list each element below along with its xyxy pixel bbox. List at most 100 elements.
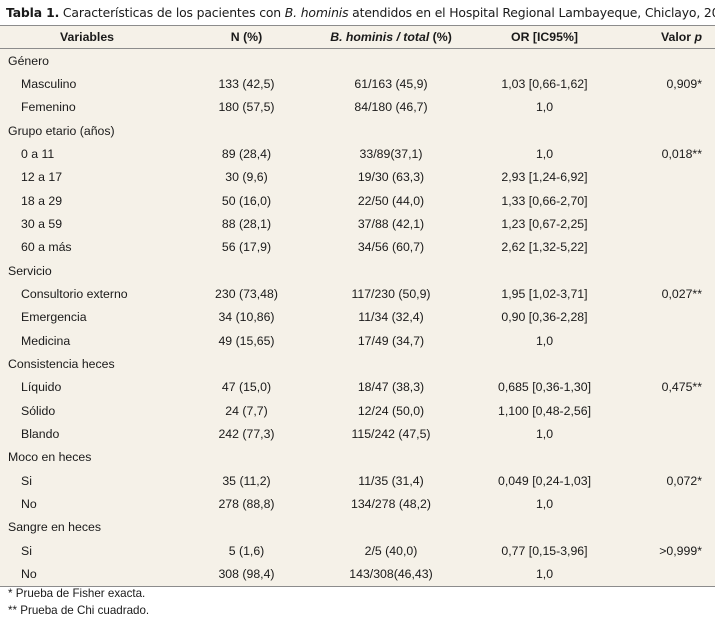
group-label: Grupo etario (años)	[8, 123, 115, 138]
table-row: Emergencia 34 (10,86) 11/34 (32,4) 0,90 [0,…	[0, 306, 715, 329]
cell-hominis-total: 2/5 (40,0)	[364, 543, 418, 558]
cell-p-value	[615, 189, 715, 212]
caption-label: Tabla 1.	[6, 5, 60, 20]
cell-p-value	[615, 399, 715, 422]
cell-n-percent: 30 (9,6)	[225, 170, 268, 185]
row-label: Sólido	[21, 403, 56, 418]
cell-or-ic95: 0,049 [0,24-1,03]	[498, 473, 591, 488]
cell-or-ic95: 2,62 [1,32-5,22]	[501, 240, 588, 255]
table-row: Si 5 (1,6) 2/5 (40,0) 0,77 [0,15-3,96] >0,99…	[0, 539, 715, 562]
patients-table: Variables N (%) B. hominis / total (%) O…	[0, 26, 715, 586]
cell-n-percent: 89 (28,4)	[221, 146, 272, 161]
row-label: Si	[21, 473, 32, 488]
cell-p-value	[615, 306, 715, 329]
table-header-row: Variables N (%) B. hominis / total (%) O…	[0, 26, 715, 49]
cell-n-percent: 35 (11,2)	[222, 473, 271, 488]
row-label: 30 a 59	[21, 216, 63, 231]
header-or-ic95: OR [IC95%]	[474, 26, 615, 49]
cell-n-percent: 308 (98,4)	[218, 566, 275, 581]
cell-or-ic95: 1,33 [0,66-2,70]	[501, 193, 588, 208]
patients-table-container: Variables N (%) B. hominis / total (%) O…	[0, 25, 715, 587]
table-row: Líquido 47 (15,0) 18/47 (38,3) 0,685 [0,36-…	[0, 376, 715, 399]
cell-n-percent: 133 (42,5)	[218, 76, 275, 91]
table-caption: Tabla 1. Características de los paciente…	[6, 3, 715, 23]
table-group-row: Consistencia heces	[0, 352, 715, 375]
group-label: Moco en heces	[8, 450, 92, 465]
table-row: Masculino 133 (42,5) 61/163 (45,9) 1,03 [0,…	[0, 72, 715, 95]
cell-or-ic95: 0,77 [0,15-3,96]	[501, 543, 588, 558]
cell-p-value: 0,909*	[666, 76, 702, 91]
cell-p-value	[615, 96, 715, 119]
cell-or-ic95: 1,0	[535, 496, 554, 511]
table-row: No 308 (98,4) 143/308(46,43) 1,0	[0, 562, 715, 585]
cell-n-percent: 230 (73,48)	[215, 286, 278, 301]
table-row: Sólido 24 (7,7) 12/24 (50,0) 1,100 [0,48-2,…	[0, 399, 715, 422]
cell-n-percent: 34 (10,86)	[218, 310, 275, 325]
footnote-chi: ** Prueba de Chi cuadrado.	[8, 604, 150, 617]
caption-species: B. hominis	[284, 5, 349, 20]
table-row: Consultorio externo 230 (73,48) 117/230 (5…	[0, 282, 715, 305]
row-label: Medicina	[21, 333, 71, 348]
row-label: Masculino	[21, 76, 77, 91]
row-label: 0 a 11	[21, 146, 55, 161]
cell-hominis-total: 61/163 (45,9)	[354, 76, 428, 91]
cell-p-value	[615, 422, 715, 445]
cell-hominis-total: 34/56 (60,7)	[357, 240, 425, 255]
table-row: Femenino 180 (57,5) 84/180 (46,7) 1,0	[0, 96, 715, 119]
header-p-italic: p	[694, 30, 702, 44]
table-group-row: Sangre en heces	[0, 516, 715, 539]
cell-p-value: 0,027**	[661, 286, 702, 301]
group-label: Servicio	[8, 263, 52, 278]
row-label: Femenino	[21, 100, 76, 115]
cell-p-value	[615, 562, 715, 585]
cell-hominis-total: 11/35 (31,4)	[358, 473, 424, 488]
cell-p-value: 0,072*	[666, 473, 702, 488]
cell-or-ic95: 1,0	[535, 146, 554, 161]
row-label: Emergencia	[21, 310, 87, 325]
cell-p-value	[615, 236, 715, 259]
header-hominis-total: B. hominis / total (%)	[308, 26, 474, 49]
table-group-row: Moco en heces	[0, 446, 715, 469]
header-variables: Variables	[0, 26, 185, 49]
cell-or-ic95: 0,90 [0,36-2,28]	[501, 310, 588, 325]
cell-or-ic95: 1,0	[535, 333, 554, 348]
table-row: 12 a 17 30 (9,6) 19/30 (63,3) 2,93 [1,24-6,…	[0, 166, 715, 189]
cell-or-ic95: 1,0	[535, 426, 554, 441]
row-label: Blando	[21, 426, 60, 441]
footnote-fisher: * Prueba de Fisher exacta.	[8, 587, 146, 600]
cell-or-ic95: 2,93 [1,24-6,92]	[501, 170, 588, 185]
cell-or-ic95: 1,100 [0,48-2,56]	[498, 403, 591, 418]
cell-hominis-total: 22/50 (44,0)	[357, 193, 425, 208]
row-label: Si	[21, 543, 32, 558]
header-hominis-total-italic: B. hominis / total	[330, 30, 430, 44]
cell-p-value	[615, 166, 715, 189]
cell-n-percent: 24 (7,7)	[225, 403, 268, 418]
table-row: Blando 242 (77,3) 115/242 (47,5) 1,0	[0, 422, 715, 445]
caption-text-after: atendidos en el Hospital Regional Lambay…	[348, 5, 715, 20]
cell-or-ic95: 1,0	[535, 100, 554, 115]
table-row: 60 a más 56 (17,9) 34/56 (60,7) 2,62 [1,32-…	[0, 236, 715, 259]
cell-n-percent: 47 (15,0)	[221, 380, 272, 395]
cell-hominis-total: 134/278 (48,2)	[351, 496, 431, 511]
cell-n-percent: 5 (1,6)	[228, 543, 265, 558]
cell-n-percent: 88 (28,1)	[221, 216, 272, 231]
cell-hominis-total: 117/230 (50,9)	[351, 286, 431, 301]
group-label: Sangre en heces	[8, 520, 101, 535]
table-row: 0 a 11 89 (28,4) 33/89(37,1) 1,0 0,018**	[0, 142, 715, 165]
cell-n-percent: 56 (17,9)	[221, 240, 272, 255]
cell-n-percent: 180 (57,5)	[218, 100, 275, 115]
table-row: No 278 (88,8) 134/278 (48,2) 1,0	[0, 492, 715, 515]
row-label: 12 a 17	[21, 170, 63, 185]
cell-hominis-total: 115/242 (47,5)	[351, 426, 431, 441]
cell-n-percent: 50 (16,0)	[221, 193, 272, 208]
cell-hominis-total: 11/34 (32,4)	[358, 310, 424, 325]
table-group-row: Servicio	[0, 259, 715, 282]
row-label: Líquido	[21, 380, 62, 395]
header-p-value: Valor p	[615, 26, 715, 49]
row-label: No	[21, 496, 37, 511]
cell-p-value	[615, 212, 715, 235]
group-label: Consistencia heces	[8, 356, 115, 371]
cell-n-percent: 278 (88,8)	[218, 496, 275, 511]
row-label: No	[21, 566, 37, 581]
cell-n-percent: 49 (15,65)	[218, 333, 275, 348]
